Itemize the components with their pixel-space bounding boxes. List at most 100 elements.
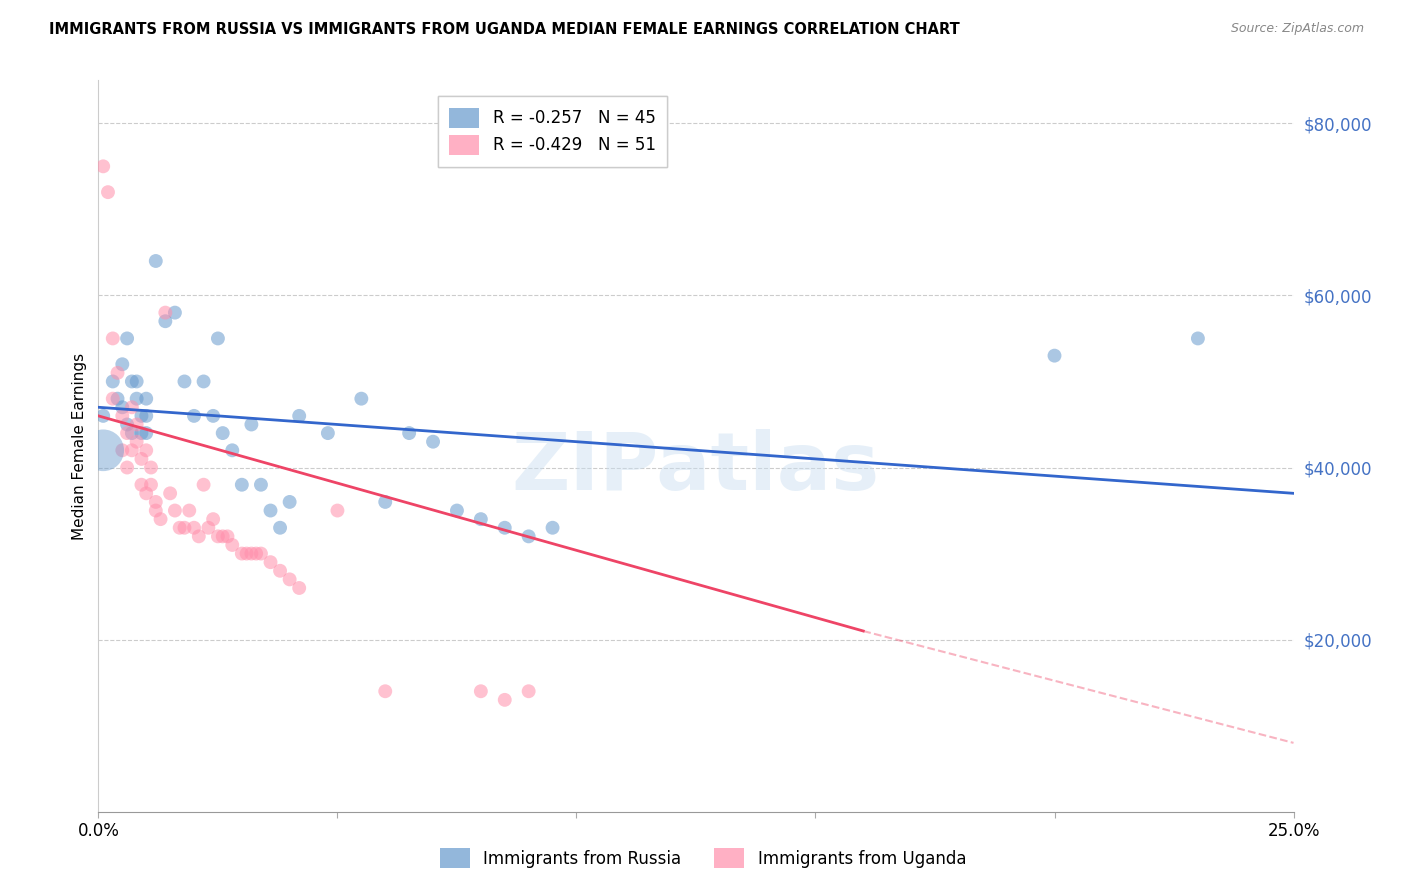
Point <box>316 426 339 441</box>
Point <box>131 477 153 491</box>
Legend: Immigrants from Russia, Immigrants from Uganda: Immigrants from Russia, Immigrants from … <box>432 839 974 877</box>
Point <box>145 503 167 517</box>
Point <box>101 331 124 345</box>
Point <box>139 477 162 491</box>
Point <box>91 159 114 173</box>
Point <box>183 521 205 535</box>
Point <box>211 529 233 543</box>
Point <box>111 357 134 371</box>
Point <box>1187 331 1209 345</box>
Point <box>240 417 263 432</box>
Point <box>250 477 273 491</box>
Point <box>202 409 225 423</box>
Point <box>163 305 186 319</box>
Point <box>115 426 138 441</box>
Point <box>115 460 138 475</box>
Point <box>231 547 253 561</box>
Point <box>173 375 195 389</box>
Point <box>217 529 239 543</box>
Point <box>159 486 181 500</box>
Point <box>288 581 311 595</box>
Point <box>221 538 243 552</box>
Point <box>111 409 134 423</box>
Point <box>269 564 291 578</box>
Point <box>125 434 148 449</box>
Text: IMMIGRANTS FROM RUSSIA VS IMMIGRANTS FROM UGANDA MEDIAN FEMALE EARNINGS CORRELAT: IMMIGRANTS FROM RUSSIA VS IMMIGRANTS FRO… <box>49 22 960 37</box>
Point <box>155 305 177 319</box>
Point <box>422 434 444 449</box>
Text: Source: ZipAtlas.com: Source: ZipAtlas.com <box>1230 22 1364 36</box>
Point <box>259 503 281 517</box>
Point <box>139 460 162 475</box>
Point <box>121 375 143 389</box>
Point <box>374 495 396 509</box>
Point <box>269 521 291 535</box>
Point <box>155 314 177 328</box>
Point <box>101 375 124 389</box>
Point <box>211 426 233 441</box>
Point <box>326 503 349 517</box>
Point <box>111 401 134 415</box>
Point <box>183 409 205 423</box>
Point <box>91 409 114 423</box>
Point <box>131 451 153 466</box>
Point <box>517 529 540 543</box>
Point <box>259 555 281 569</box>
Point <box>278 495 301 509</box>
Point <box>245 547 267 561</box>
Point <box>494 693 516 707</box>
Point <box>91 443 114 458</box>
Point <box>125 392 148 406</box>
Point <box>202 512 225 526</box>
Point <box>197 521 219 535</box>
Point <box>107 366 129 380</box>
Point <box>121 426 143 441</box>
Point <box>187 529 209 543</box>
Point <box>231 477 253 491</box>
Point <box>470 684 492 698</box>
Point <box>163 503 186 517</box>
Point <box>173 521 195 535</box>
Point <box>250 547 273 561</box>
Point <box>1043 349 1066 363</box>
Legend: R = -0.257   N = 45, R = -0.429   N = 51: R = -0.257 N = 45, R = -0.429 N = 51 <box>437 96 668 167</box>
Point <box>115 331 138 345</box>
Point <box>121 401 143 415</box>
Point <box>107 392 129 406</box>
Point <box>179 503 201 517</box>
Point <box>135 443 157 458</box>
Text: ZIPatlas: ZIPatlas <box>512 429 880 507</box>
Point <box>517 684 540 698</box>
Point <box>494 521 516 535</box>
Point <box>398 426 420 441</box>
Point <box>97 185 120 199</box>
Point <box>115 417 138 432</box>
Point <box>125 417 148 432</box>
Point <box>135 409 157 423</box>
Point <box>235 547 257 561</box>
Point <box>125 375 148 389</box>
Point <box>193 375 215 389</box>
Point <box>193 477 215 491</box>
Point <box>446 503 468 517</box>
Point <box>149 512 172 526</box>
Point <box>145 495 167 509</box>
Point <box>207 331 229 345</box>
Point <box>288 409 311 423</box>
Point <box>135 392 157 406</box>
Point <box>135 426 157 441</box>
Point <box>374 684 396 698</box>
Point <box>111 443 134 458</box>
Point <box>278 573 301 587</box>
Point <box>121 443 143 458</box>
Point <box>541 521 564 535</box>
Point <box>221 443 243 458</box>
Y-axis label: Median Female Earnings: Median Female Earnings <box>72 352 87 540</box>
Point <box>470 512 492 526</box>
Point <box>350 392 373 406</box>
Point <box>145 254 167 268</box>
Point <box>131 409 153 423</box>
Point <box>131 426 153 441</box>
Point <box>207 529 229 543</box>
Point <box>135 486 157 500</box>
